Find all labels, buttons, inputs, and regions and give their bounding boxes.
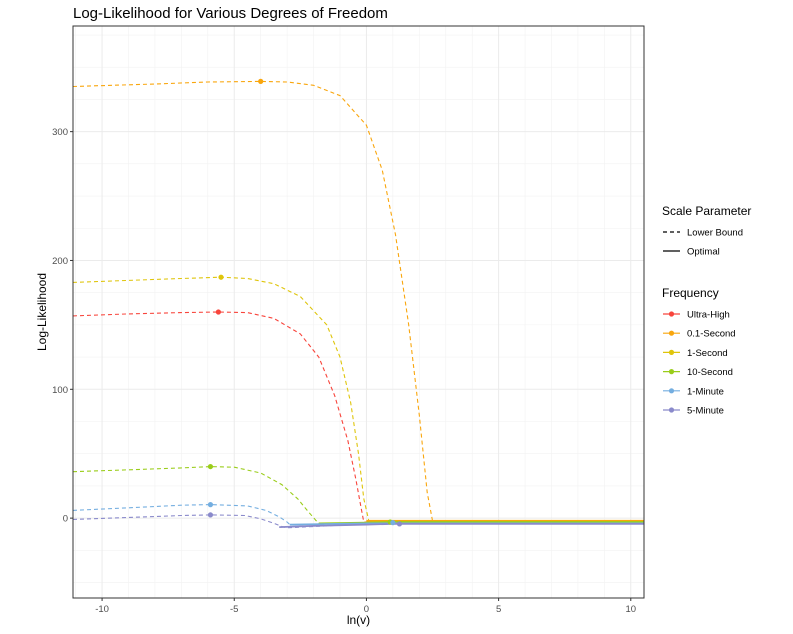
series-line-10-second-dashed bbox=[72, 466, 644, 524]
legend-key-point-ultra-high bbox=[668, 311, 675, 317]
y-tick-label: 100 bbox=[52, 385, 68, 396]
series-line-0-1-second-dashed bbox=[72, 80, 644, 522]
legend-label-dashed: Lower Bound bbox=[687, 228, 743, 239]
y-axis: 0 100 200 300 bbox=[52, 127, 73, 525]
data-point-1-minute bbox=[390, 520, 396, 526]
data-point-0-1-second bbox=[258, 78, 264, 84]
data-point-ultra-high bbox=[215, 309, 221, 315]
legend-key-point-1-second bbox=[668, 349, 675, 355]
y-axis-title: Log-Likelihood bbox=[35, 273, 49, 351]
x-axis-title: ln(v) bbox=[347, 613, 370, 627]
data-point-5-minute bbox=[396, 521, 403, 527]
legend-label-1-second: 1-Second bbox=[687, 348, 728, 359]
legend-label-0-1-second: 0.1-Second bbox=[687, 329, 736, 340]
legend-frequency: Frequency Ultra-High 0.1-Second 1-Second 10… bbox=[662, 286, 736, 417]
grid-major bbox=[73, 26, 644, 598]
data-point-10-second bbox=[207, 463, 214, 470]
data-point-5-minute bbox=[207, 512, 214, 518]
x-tick-label: -10 bbox=[95, 604, 109, 615]
series-lines bbox=[72, 80, 644, 529]
y-tick-label: 0 bbox=[63, 514, 68, 525]
x-tick-label: 5 bbox=[496, 604, 501, 615]
data-point-1-second bbox=[218, 274, 224, 280]
x-tick-label: -5 bbox=[230, 604, 238, 615]
legend-scale-parameter-title: Scale Parameter bbox=[662, 204, 751, 218]
legend-key-point-1-minute bbox=[668, 388, 675, 394]
legend-frequency-title: Frequency bbox=[662, 286, 719, 300]
y-tick-label: 200 bbox=[52, 256, 68, 267]
legend-scale-parameter: Scale Parameter Lower Bound Optimal bbox=[662, 204, 751, 258]
y-tick-label: 300 bbox=[52, 127, 68, 138]
series-line-ultra-high-dashed bbox=[72, 311, 644, 523]
x-tick-label: 0 bbox=[364, 604, 369, 615]
legend-label-solid: Optimal bbox=[687, 247, 720, 258]
series-line-1-second-dashed bbox=[72, 276, 644, 523]
grid-minor bbox=[73, 26, 644, 598]
x-tick-label: 10 bbox=[625, 604, 636, 615]
legend-label-ultra-high: Ultra-High bbox=[687, 310, 730, 321]
legend-key-point-0-1-second bbox=[668, 330, 675, 336]
series-line-5-minute-solid bbox=[279, 523, 644, 528]
chart-title: Log-Likelihood for Various Degrees of Fr… bbox=[73, 5, 388, 22]
legend-label-5-minute: 5-Minute bbox=[687, 406, 724, 417]
legend-key-point-10-second bbox=[668, 369, 675, 375]
series-points bbox=[207, 78, 403, 527]
legend-label-1-minute: 1-Minute bbox=[687, 386, 724, 397]
plot-panel-border bbox=[72, 25, 645, 599]
data-point-1-minute bbox=[207, 501, 214, 508]
legend-key-point-5-minute bbox=[668, 407, 675, 413]
legend-label-10-second: 10-Second bbox=[687, 367, 733, 378]
x-axis: -10 -5 0 5 10 bbox=[95, 598, 636, 615]
